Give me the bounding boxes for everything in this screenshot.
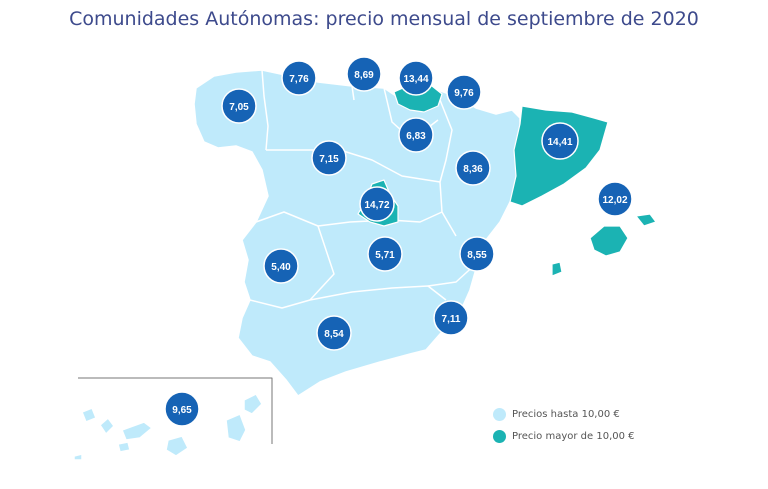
badge-la-rioja: 6,83	[398, 117, 434, 153]
region-shape-mallorca	[589, 225, 629, 257]
value-cantabria: 8,69	[354, 70, 374, 81]
value-asturias: 7,76	[289, 74, 309, 85]
badge-pais-vasco: 13,44	[398, 60, 434, 96]
value-baleares: 12,02	[602, 195, 627, 206]
value-castilla-leon: 7,15	[319, 154, 339, 165]
value-aragon: 8,36	[463, 164, 483, 175]
badge-galicia: 7,05	[221, 88, 257, 124]
value-canarias: 9,65	[172, 405, 192, 416]
value-c-valenciana: 8,55	[467, 250, 487, 261]
legend-swatch-high	[493, 429, 506, 443]
badge-navarra: 9,76	[446, 74, 482, 110]
value-galicia: 7,05	[229, 102, 249, 113]
legend-label-low: Precios hasta 10,00 €	[512, 408, 620, 420]
value-navarra: 9,76	[454, 88, 474, 99]
legend: Precios hasta 10,00 € Precio mayor de 10…	[493, 403, 635, 447]
badge-castilla-leon: 7,15	[311, 140, 347, 176]
value-murcia: 7,11	[442, 314, 461, 325]
badge-canarias: 9,65	[164, 391, 200, 427]
badge-cantabria: 8,69	[346, 56, 382, 92]
region-shape-menorca	[635, 213, 657, 227]
badge-castilla-la-mancha: 5,71	[367, 236, 403, 272]
value-andalucia: 8,54	[324, 329, 344, 340]
map-title: Comunidades Autónomas: precio mensual de…	[69, 8, 699, 30]
legend-label-high: Precio mayor de 10,00 €	[512, 430, 635, 442]
region-shape-ibiza	[551, 261, 563, 277]
legend-item-low: Precios hasta 10,00 €	[493, 403, 635, 425]
value-pais-vasco: 13,44	[403, 74, 428, 85]
badge-asturias: 7,76	[281, 60, 317, 96]
badge-aragon: 8,36	[455, 150, 491, 186]
badge-extremadura: 5,40	[263, 248, 299, 284]
value-la-rioja: 6,83	[406, 131, 426, 142]
badge-andalucia: 8,54	[316, 315, 352, 351]
legend-item-high: Precio mayor de 10,00 €	[493, 425, 635, 447]
badge-murcia: 7,11	[433, 300, 469, 336]
badge-baleares: 12,02	[597, 181, 633, 217]
badge-c-valenciana: 8,55	[459, 236, 495, 272]
badge-madrid: 14,72	[359, 186, 395, 222]
value-cataluna: 14,41	[547, 137, 572, 148]
legend-swatch-low	[493, 407, 506, 421]
badge-cataluna: 14,41	[541, 122, 579, 160]
value-castilla-la-mancha: 5,71	[375, 250, 395, 261]
value-extremadura: 5,40	[271, 262, 291, 273]
value-madrid: 14,72	[364, 200, 389, 211]
